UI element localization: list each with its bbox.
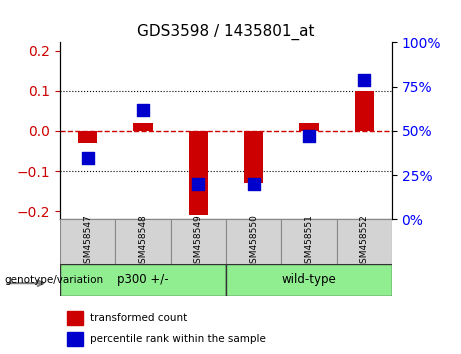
Text: percentile rank within the sample: percentile rank within the sample	[90, 334, 266, 344]
Point	[84, 155, 91, 160]
Bar	[66, 332, 83, 346]
Bar	[299, 123, 319, 131]
Text: GSM458548: GSM458548	[138, 214, 148, 269]
FancyBboxPatch shape	[337, 219, 392, 264]
Text: p300 +/-: p300 +/-	[117, 273, 169, 286]
FancyBboxPatch shape	[281, 219, 337, 264]
Text: transformed count: transformed count	[90, 313, 187, 323]
Text: genotype/variation: genotype/variation	[5, 275, 104, 285]
FancyBboxPatch shape	[171, 219, 226, 264]
Bar	[355, 91, 374, 131]
Text: GSM458547: GSM458547	[83, 214, 92, 269]
FancyBboxPatch shape	[226, 264, 392, 296]
Bar	[244, 131, 263, 183]
Text: GSM458550: GSM458550	[249, 214, 258, 269]
Point	[139, 107, 147, 113]
FancyBboxPatch shape	[60, 264, 226, 296]
Point	[250, 181, 257, 187]
Point	[361, 77, 368, 82]
FancyBboxPatch shape	[115, 219, 171, 264]
Point	[195, 181, 202, 187]
Title: GDS3598 / 1435801_at: GDS3598 / 1435801_at	[137, 23, 315, 40]
Bar	[189, 131, 208, 216]
FancyBboxPatch shape	[226, 219, 281, 264]
Text: GSM458552: GSM458552	[360, 214, 369, 269]
Text: GSM458551: GSM458551	[304, 214, 313, 269]
Bar	[78, 131, 97, 143]
Text: wild-type: wild-type	[282, 273, 336, 286]
FancyBboxPatch shape	[60, 219, 115, 264]
Bar	[133, 123, 153, 131]
Bar	[66, 312, 83, 325]
Point	[305, 133, 313, 139]
Text: GSM458549: GSM458549	[194, 214, 203, 269]
